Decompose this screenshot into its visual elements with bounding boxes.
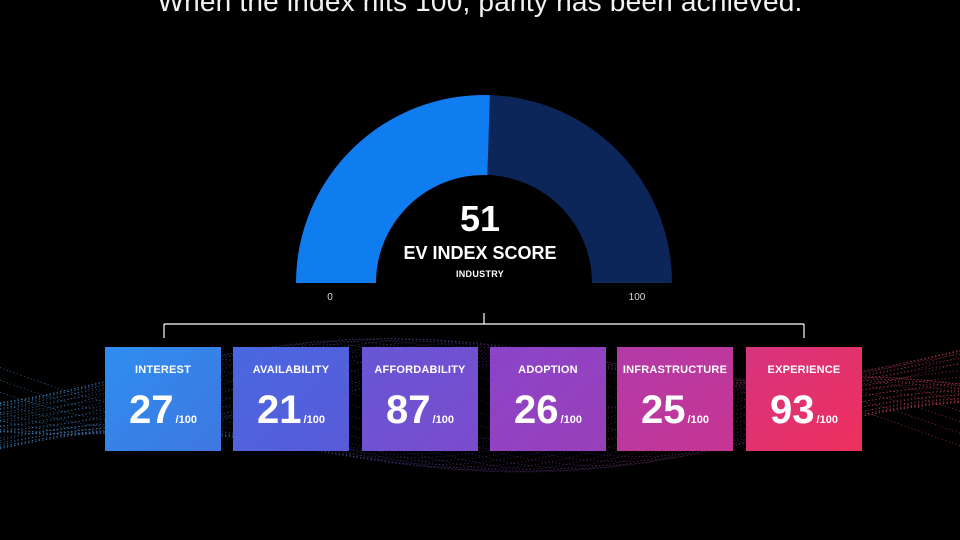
gauge-max-label: 100 — [628, 292, 646, 303]
gauge-filled-arc — [296, 95, 490, 283]
category-score: 21/100 — [233, 385, 349, 435]
category-cards: INTEREST 27/100 AVAILABILITY 21/100 AFFO… — [105, 347, 863, 451]
wave-line — [0, 381, 960, 455]
category-title: AVAILABILITY — [252, 364, 330, 376]
wave-line — [0, 389, 960, 449]
ev-index-score-label: EV INDEX SCORE — [403, 243, 557, 263]
category-card-infrastructure: INFRASTRUCTURE 25/100 — [617, 347, 733, 451]
wave-line — [0, 378, 960, 459]
category-title: EXPERIENCE — [767, 364, 841, 376]
category-card-interest: INTEREST 27/100 — [105, 347, 221, 451]
category-score: 26/100 — [490, 385, 606, 435]
category-title: INFRASTRUCTURE — [622, 364, 728, 376]
category-score-value: 93 — [770, 388, 815, 432]
category-title: INTEREST — [135, 364, 191, 376]
category-score-max: /100 — [432, 414, 454, 426]
category-score: 93/100 — [746, 385, 862, 435]
bracket-connector — [163, 313, 805, 338]
category-card-affordability: AFFORDABILITY 87/100 — [362, 347, 478, 451]
ev-index-score-sublabel: INDUSTRY — [455, 269, 505, 279]
category-score: 27/100 — [105, 385, 221, 435]
ev-index-score-value: 51 — [459, 198, 501, 239]
category-card-adoption: ADOPTION 26/100 — [490, 347, 606, 451]
category-title: ADOPTION — [518, 364, 578, 376]
category-score-max: /100 — [816, 414, 838, 426]
category-score-max: /100 — [303, 414, 325, 426]
category-score: 25/100 — [617, 385, 733, 435]
category-card-experience: EXPERIENCE 93/100 — [746, 347, 862, 451]
category-score-max: /100 — [175, 414, 197, 426]
category-score-value: 21 — [257, 388, 302, 432]
category-score-value: 27 — [129, 388, 174, 432]
headline: When the index hits 100, parity has been… — [157, 0, 803, 17]
wave-line — [0, 387, 960, 472]
category-score-value: 25 — [641, 388, 686, 432]
gauge-remaining-arc — [487, 95, 672, 283]
category-title: AFFORDABILITY — [374, 364, 466, 376]
gauge-min-label: 0 — [327, 292, 333, 303]
category-score-value: 87 — [386, 388, 431, 432]
category-score-max: /100 — [560, 414, 582, 426]
category-score-value: 26 — [514, 388, 559, 432]
category-score: 87/100 — [362, 385, 478, 435]
category-score-max: /100 — [687, 414, 709, 426]
category-card-availability: AVAILABILITY 21/100 — [233, 347, 349, 451]
